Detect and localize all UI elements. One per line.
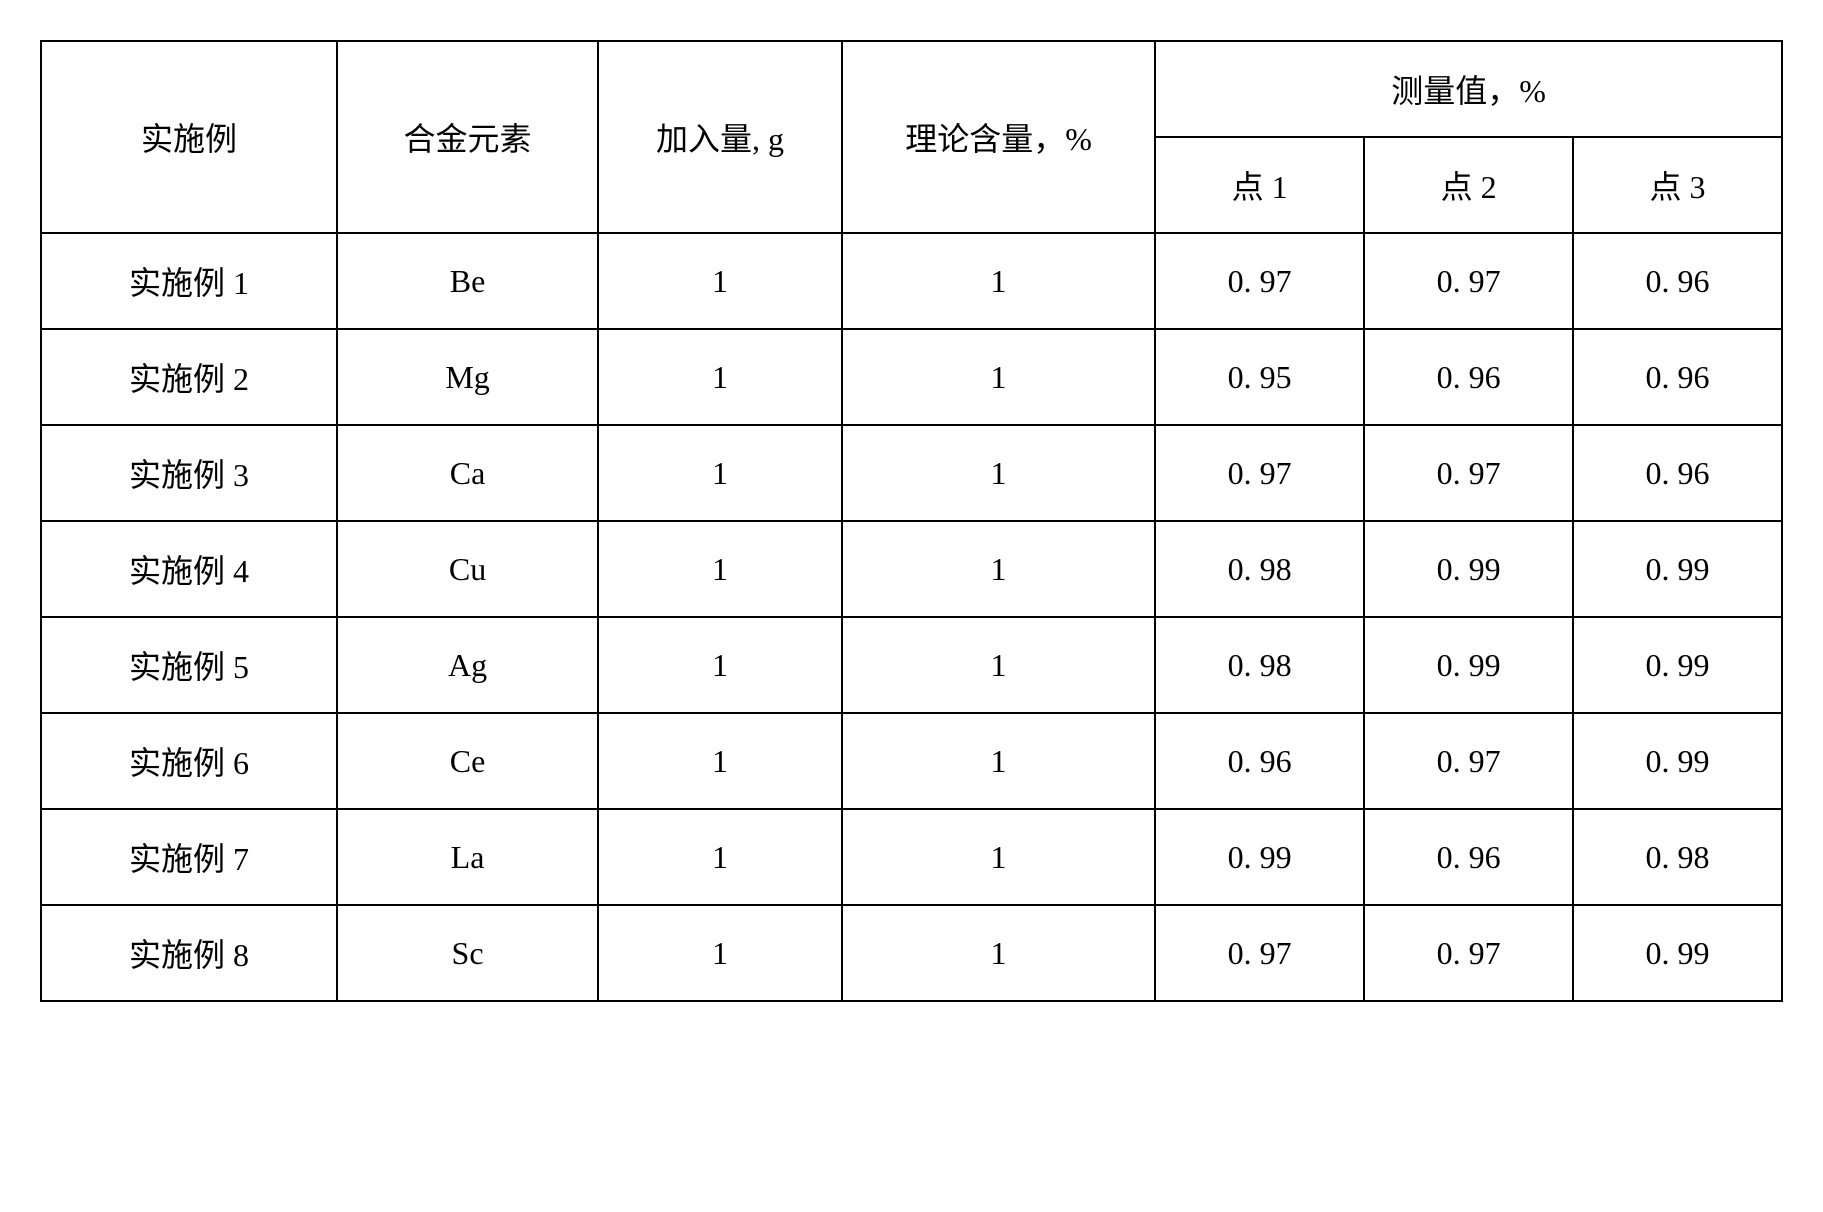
point2-cell: 0. 97 [1364, 233, 1573, 329]
header-measured-value: 测量值，% [1155, 41, 1782, 137]
table-row: 实施例 7La110. 990. 960. 98 [41, 809, 1782, 905]
point3-cell: 0. 96 [1573, 425, 1782, 521]
theory-cell: 1 [842, 425, 1155, 521]
point1-cell: 0. 96 [1155, 713, 1364, 809]
point1-cell: 0. 99 [1155, 809, 1364, 905]
point2-cell: 0. 97 [1364, 425, 1573, 521]
theory-cell: 1 [842, 329, 1155, 425]
example-cell: 实施例 6 [41, 713, 337, 809]
header-alloy-element: 合金元素 [337, 41, 598, 233]
point1-cell: 0. 97 [1155, 425, 1364, 521]
theory-cell: 1 [842, 521, 1155, 617]
alloy-data-table: 实施例 合金元素 加入量, g 理论含量，% 测量值，% 点 1 点 2 点 3… [40, 40, 1783, 1002]
point2-cell: 0. 96 [1364, 329, 1573, 425]
point1-cell: 0. 98 [1155, 521, 1364, 617]
added-cell: 1 [598, 713, 842, 809]
added-cell: 1 [598, 233, 842, 329]
added-cell: 1 [598, 809, 842, 905]
point3-cell: 0. 96 [1573, 233, 1782, 329]
header-example: 实施例 [41, 41, 337, 233]
point2-cell: 0. 99 [1364, 521, 1573, 617]
point1-cell: 0. 97 [1155, 233, 1364, 329]
point2-cell: 0. 97 [1364, 713, 1573, 809]
table-row: 实施例 2Mg110. 950. 960. 96 [41, 329, 1782, 425]
header-point-3: 点 3 [1573, 137, 1782, 233]
point3-cell: 0. 96 [1573, 329, 1782, 425]
table-row: 实施例 6Ce110. 960. 970. 99 [41, 713, 1782, 809]
point1-cell: 0. 95 [1155, 329, 1364, 425]
example-cell: 实施例 7 [41, 809, 337, 905]
added-cell: 1 [598, 521, 842, 617]
theory-cell: 1 [842, 617, 1155, 713]
added-cell: 1 [598, 905, 842, 1001]
theory-cell: 1 [842, 809, 1155, 905]
element-cell: Sc [337, 905, 598, 1001]
added-cell: 1 [598, 329, 842, 425]
table-row: 实施例 8Sc110. 970. 970. 99 [41, 905, 1782, 1001]
point3-cell: 0. 98 [1573, 809, 1782, 905]
example-cell: 实施例 2 [41, 329, 337, 425]
point2-cell: 0. 97 [1364, 905, 1573, 1001]
element-cell: Ce [337, 713, 598, 809]
header-point-1: 点 1 [1155, 137, 1364, 233]
example-cell: 实施例 8 [41, 905, 337, 1001]
header-theoretical-content: 理论含量，% [842, 41, 1155, 233]
example-cell: 实施例 3 [41, 425, 337, 521]
point2-cell: 0. 99 [1364, 617, 1573, 713]
element-cell: Be [337, 233, 598, 329]
point2-cell: 0. 96 [1364, 809, 1573, 905]
theory-cell: 1 [842, 905, 1155, 1001]
header-point-2: 点 2 [1364, 137, 1573, 233]
table-row: 实施例 5Ag110. 980. 990. 99 [41, 617, 1782, 713]
element-cell: Ca [337, 425, 598, 521]
table-row: 实施例 1Be110. 970. 970. 96 [41, 233, 1782, 329]
header-row-1: 实施例 合金元素 加入量, g 理论含量，% 测量值，% [41, 41, 1782, 137]
element-cell: Mg [337, 329, 598, 425]
table-body: 实施例 1Be110. 970. 970. 96实施例 2Mg110. 950.… [41, 233, 1782, 1001]
point1-cell: 0. 97 [1155, 905, 1364, 1001]
table-row: 实施例 4Cu110. 980. 990. 99 [41, 521, 1782, 617]
example-cell: 实施例 5 [41, 617, 337, 713]
element-cell: Cu [337, 521, 598, 617]
point1-cell: 0. 98 [1155, 617, 1364, 713]
table-row: 实施例 3Ca110. 970. 970. 96 [41, 425, 1782, 521]
theory-cell: 1 [842, 713, 1155, 809]
element-cell: Ag [337, 617, 598, 713]
added-cell: 1 [598, 425, 842, 521]
table-header: 实施例 合金元素 加入量, g 理论含量，% 测量值，% 点 1 点 2 点 3 [41, 41, 1782, 233]
example-cell: 实施例 4 [41, 521, 337, 617]
element-cell: La [337, 809, 598, 905]
header-added-amount: 加入量, g [598, 41, 842, 233]
point3-cell: 0. 99 [1573, 617, 1782, 713]
example-cell: 实施例 1 [41, 233, 337, 329]
point3-cell: 0. 99 [1573, 713, 1782, 809]
added-cell: 1 [598, 617, 842, 713]
point3-cell: 0. 99 [1573, 521, 1782, 617]
point3-cell: 0. 99 [1573, 905, 1782, 1001]
theory-cell: 1 [842, 233, 1155, 329]
